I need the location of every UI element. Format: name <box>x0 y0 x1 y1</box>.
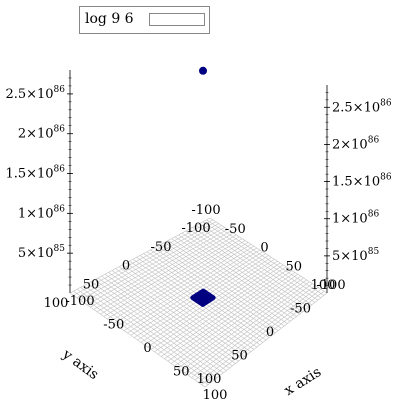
data-marks <box>190 66 216 307</box>
y-tick-label: -50 <box>151 240 172 255</box>
x-tick-label-back: 100 <box>311 278 336 293</box>
y-tick-label-back: 50 <box>231 349 248 364</box>
x-tick-label-back: 0 <box>260 241 268 256</box>
mesh-line-x <box>187 283 313 376</box>
mesh-line-y <box>94 279 227 371</box>
mesh-line-x <box>160 268 290 357</box>
z-tick-mantissa: 2.5×10 <box>5 87 53 102</box>
z-tick-exponent: 86 <box>54 85 66 95</box>
mesh-line-y <box>90 281 224 374</box>
mesh-line-y <box>76 289 212 383</box>
axes <box>67 70 330 293</box>
z-tick-label-left: 2×1086 <box>18 125 65 142</box>
y-axis-title: y axis <box>59 346 102 383</box>
x-tick-label: -50 <box>103 318 124 333</box>
mesh-line-x <box>191 285 316 378</box>
z-tick-label-right: 1×1086 <box>332 210 379 227</box>
x-tick-label: 50 <box>173 365 190 380</box>
legend-entry-label: log 9 6 <box>85 11 134 27</box>
mesh-line-y <box>108 272 239 362</box>
mesh-line-y <box>87 283 221 376</box>
x-axis-title: x axis <box>282 364 325 399</box>
y-tick-label: 100 <box>44 296 69 311</box>
x-tick-label-back: -50 <box>225 222 246 237</box>
legend-swatch <box>149 13 205 26</box>
mesh-line-y <box>125 262 254 350</box>
mesh-line-y <box>111 270 242 360</box>
z-tick-mantissa: 1×10 <box>332 212 368 227</box>
mesh-line-x <box>204 292 328 388</box>
y-tick-label: -100 <box>181 221 210 236</box>
mesh-line-x <box>174 275 301 367</box>
z-tick-exponent: 86 <box>54 125 66 135</box>
mesh-line-x <box>164 270 293 360</box>
x-tick-label-back: 50 <box>285 259 302 274</box>
z-tick-mantissa: 5×10 <box>332 249 368 264</box>
z-tick-exponent: 86 <box>368 135 380 145</box>
mesh-line-y <box>104 274 236 364</box>
mesh-line-y <box>101 275 233 367</box>
mesh-line-x <box>201 290 325 385</box>
mesh-line-x <box>171 274 298 364</box>
mesh-line-y <box>83 285 218 378</box>
x-tick-label: -100 <box>65 294 94 309</box>
mesh-line-x <box>147 260 278 348</box>
z-tick-label-right: 5×1085 <box>332 247 379 264</box>
mesh-line-x <box>177 277 304 369</box>
y-tick-label-back: 0 <box>266 325 274 340</box>
y-tick-label: 0 <box>122 259 130 274</box>
mesh-line-x <box>198 289 322 383</box>
mesh-line-y <box>69 292 206 388</box>
z-tick-mantissa: 2×10 <box>18 127 54 142</box>
x-tick-label: 100 <box>203 388 228 400</box>
mesh-line-x <box>194 287 319 381</box>
legend: log 9 6 <box>79 6 210 34</box>
mesh-line-y <box>80 287 215 381</box>
z-tick-label-right: 2×1086 <box>332 135 379 152</box>
z-tick-exponent: 86 <box>368 210 380 220</box>
mesh-line-y <box>129 260 258 348</box>
y-tick-label: 50 <box>83 277 100 292</box>
mesh-line-y <box>97 277 230 369</box>
y-tick-label-back: -100 <box>316 278 345 293</box>
mesh-line-x <box>150 262 281 350</box>
mesh-line-y <box>115 268 245 357</box>
y-tick-label-back: -50 <box>290 302 311 317</box>
z-tick-label-left: 2.5×1086 <box>5 85 65 102</box>
mesh-line-x <box>154 264 284 352</box>
mesh-line-y <box>122 264 251 352</box>
cluster-point <box>200 302 206 307</box>
z-tick-exponent: 86 <box>380 98 392 108</box>
mesh-line-y <box>118 266 248 355</box>
z-tick-label-left: 1×1086 <box>18 204 65 221</box>
mesh-line-x <box>167 272 295 362</box>
tick-labels: 5×1085 5×10851×10861×10861.5×10861.5×1086… <box>5 85 391 400</box>
z-tick-mantissa: 1×10 <box>18 206 54 221</box>
z-tick-exponent: 85 <box>368 247 380 257</box>
z-tick-label-right: 1.5×1086 <box>332 173 392 190</box>
mesh-line-x <box>181 279 307 371</box>
z-tick-mantissa: 5×10 <box>18 246 54 261</box>
z-tick-exponent: 86 <box>54 204 66 214</box>
z-tick-mantissa: 1.5×10 <box>332 175 380 190</box>
z-tick-mantissa: 2.5×10 <box>332 100 380 115</box>
mesh-line-x <box>184 281 310 374</box>
surface-mesh <box>69 217 328 388</box>
y-tick-label-back: 100 <box>197 372 222 387</box>
z-tick-exponent: 86 <box>54 165 66 175</box>
z-tick-exponent: 86 <box>380 173 392 183</box>
z-tick-mantissa: 2×10 <box>332 137 368 152</box>
z-tick-label-left: 1.5×1086 <box>5 165 65 182</box>
mesh-line-y <box>73 290 209 385</box>
z-tick-exponent: 85 <box>54 244 66 254</box>
z-tick-label-left: 5×1085 <box>18 244 65 261</box>
z-tick-label-right: 2.5×1086 <box>332 98 392 115</box>
z-tick-mantissa: 1.5×10 <box>5 167 53 182</box>
x-tick-label: 0 <box>143 341 151 356</box>
x-tick-label-back: -100 <box>191 203 220 218</box>
mesh-line-x <box>157 266 287 355</box>
outlier-point <box>199 66 207 75</box>
